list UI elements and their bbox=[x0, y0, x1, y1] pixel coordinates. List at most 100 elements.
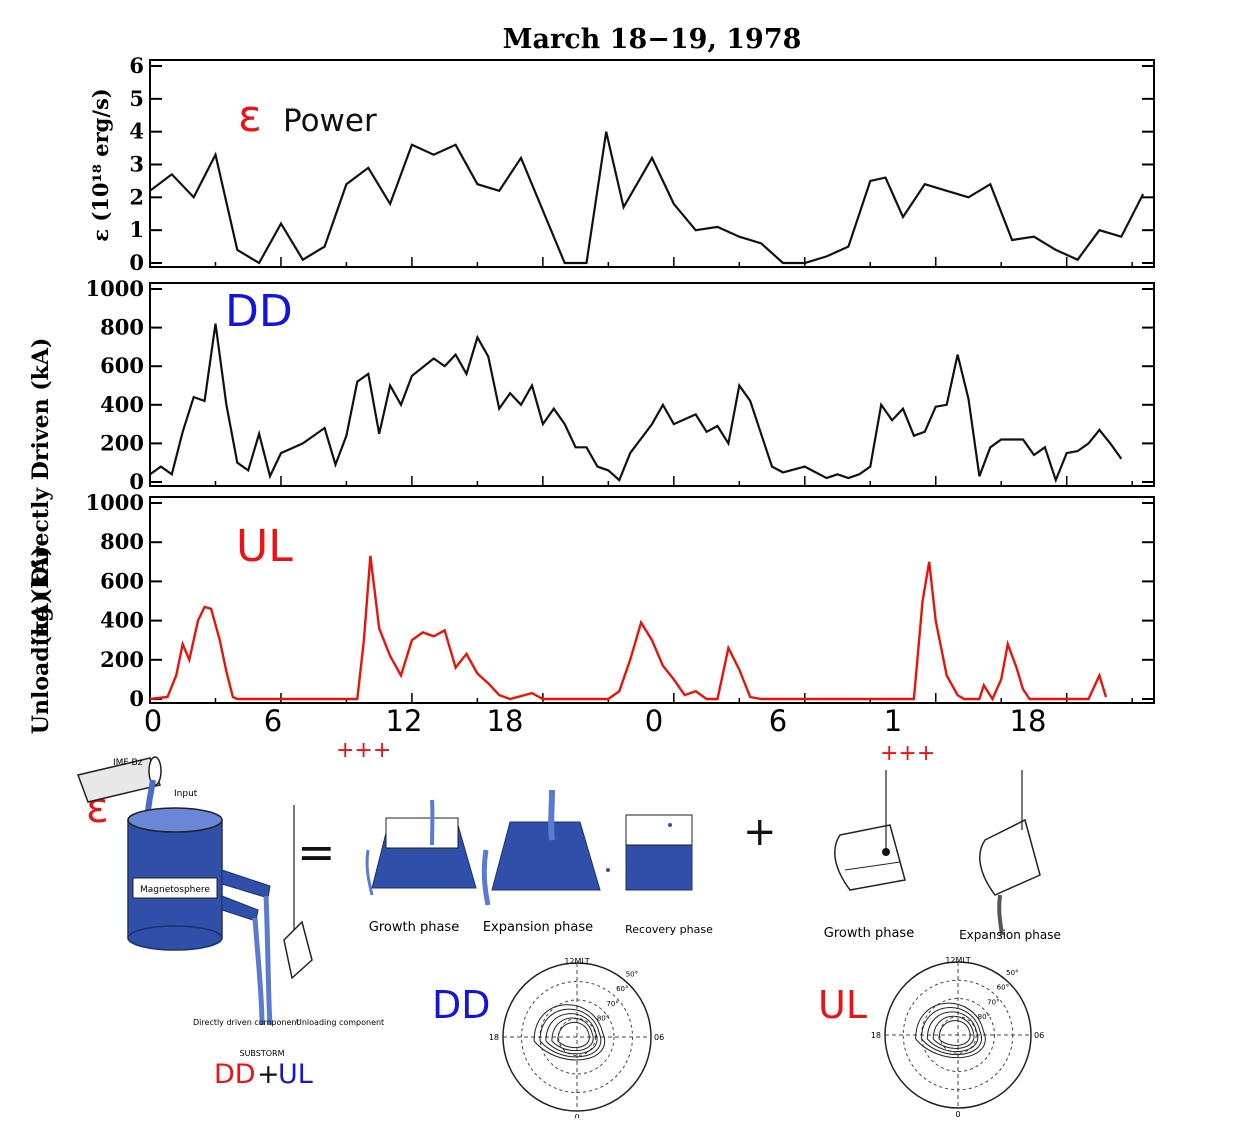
dd-polar-map: 12MLT 18 06 0 50° 60° 70° 80° bbox=[489, 957, 664, 1122]
dd-y-axis-label: (kA) Directly Driven (kA) bbox=[28, 338, 54, 647]
polar-contour bbox=[545, 1013, 598, 1055]
ul-growth-bucket bbox=[834, 770, 906, 891]
ul-expansion-bucket bbox=[979, 770, 1041, 936]
polar-bottom-label: 0 bbox=[574, 1113, 579, 1118]
ul-x-tick-label: 6 bbox=[769, 704, 787, 738]
polar-latitude-label: 70° bbox=[606, 1000, 618, 1008]
polar-contour bbox=[533, 1004, 606, 1061]
directly-driven-component-label: Directly driven component bbox=[193, 1018, 300, 1027]
ul-y-tick-label: 1000 bbox=[86, 490, 144, 515]
ul-series-line bbox=[149, 555, 1108, 702]
polar-contour bbox=[921, 1007, 982, 1056]
polar-latitude-label: 80° bbox=[597, 1015, 609, 1023]
polar-contour bbox=[539, 1008, 602, 1058]
magnetosphere-label: Magnetosphere bbox=[140, 885, 210, 895]
polar-contour bbox=[938, 1020, 971, 1046]
epsilon-y-tick-label: 0 bbox=[129, 250, 144, 275]
polar-latitude-label: 70° bbox=[987, 998, 999, 1006]
ul-y-tick-label: 200 bbox=[100, 647, 144, 672]
polar-bottom-label: 0 bbox=[955, 1110, 960, 1118]
polar-latitude-label: 60° bbox=[616, 985, 628, 993]
polar-top-label: 12MLT bbox=[945, 956, 970, 965]
input-label: Input bbox=[174, 789, 198, 799]
dd-phase-recovery: Recovery phase bbox=[625, 923, 713, 936]
ul-x-tick-label: 18 bbox=[487, 704, 524, 738]
polar-right-label: 06 bbox=[1034, 1031, 1044, 1040]
magnetosphere-tank bbox=[127, 807, 223, 951]
ul-y-axis-label: Unloading (kA) bbox=[28, 546, 54, 734]
dd-phase-buckets bbox=[365, 789, 693, 906]
polar-right-label: 06 bbox=[654, 1033, 664, 1042]
dd-expansion-bucket bbox=[481, 789, 601, 906]
dd-y-tick-label: 1000 bbox=[86, 276, 144, 301]
equals-sign: = bbox=[297, 825, 336, 879]
ul-y-tick-label: 0 bbox=[129, 686, 144, 711]
dd-map-label: DD bbox=[432, 983, 491, 1027]
dd-y-tick-label: 200 bbox=[100, 430, 144, 455]
dd-phase-growth: Growth phase bbox=[369, 920, 459, 935]
ul-x-tick-label: 18 bbox=[1010, 704, 1047, 738]
dd-recovery-bucket bbox=[606, 814, 693, 891]
outlet-pipes bbox=[221, 805, 313, 1026]
ul-phase-buckets bbox=[834, 770, 1041, 936]
epsilon-panel: 0 1 2 3 4 5 6 ε (10¹⁸ erg/s) ε Power bbox=[88, 53, 1155, 275]
ul-panel-label: UL bbox=[236, 521, 293, 572]
ul-x-tick-label: 1 bbox=[884, 704, 902, 738]
ul-x-tick-label: 12 bbox=[386, 704, 423, 738]
ul-x-tick-label: 6 bbox=[264, 704, 282, 738]
polar-left-label: 18 bbox=[489, 1033, 499, 1042]
dd-y-ticks: 0 200 400 600 800 1000 bbox=[86, 276, 1154, 494]
polar-contour bbox=[551, 1017, 594, 1052]
polar-left-label: 18 bbox=[871, 1031, 881, 1040]
dd-series-line bbox=[149, 323, 1123, 484]
ul-polar-map: 12MLT 18 06 0 50° 60° 70° 80° bbox=[871, 956, 1044, 1119]
bottom-plus-label: + bbox=[257, 1059, 280, 1090]
dd-growth-bucket bbox=[365, 799, 477, 896]
imf-bz-label: IMF Bz bbox=[113, 758, 143, 768]
polar-latitude-label: 50° bbox=[1006, 969, 1018, 977]
polar-top-label: 12MLT bbox=[564, 957, 589, 966]
dd-y-tick-label: 800 bbox=[100, 315, 144, 340]
ul-frame bbox=[149, 496, 1155, 704]
ul-y-tick-label: 400 bbox=[100, 608, 144, 633]
polar-contour bbox=[932, 1015, 975, 1049]
epsilon-y-tick-label: 6 bbox=[129, 53, 144, 78]
ul-y-tick-label: 600 bbox=[100, 568, 144, 593]
polar-contour bbox=[915, 1002, 986, 1059]
epsilon-y-tick-label: 1 bbox=[129, 217, 144, 242]
dd-phase-expansion: Expansion phase bbox=[483, 920, 593, 935]
epsilon-frame bbox=[149, 59, 1155, 268]
imf-input-pipe bbox=[77, 756, 162, 831]
plus-marker-right: +++ bbox=[880, 741, 935, 766]
polar-contour bbox=[557, 1021, 590, 1049]
ul-x-tick-label: 0 bbox=[144, 704, 162, 738]
epsilon-y-tick-label: 2 bbox=[129, 184, 144, 209]
epsilon-symbol: ε bbox=[238, 91, 262, 142]
epsilon-y-tick-label: 5 bbox=[129, 86, 144, 111]
dd-panel: 0 200 400 600 800 1000 (kA) Directly Driven (… bbox=[28, 276, 1155, 647]
ul-y-ticks: 0 200 400 600 800 1000 bbox=[86, 490, 1154, 711]
epsilon-series-line bbox=[149, 131, 1145, 265]
plus-sign: + bbox=[743, 809, 777, 855]
bottom-dd-label: DD bbox=[214, 1059, 256, 1090]
ul-map-label: UL bbox=[818, 983, 867, 1027]
magnetosphere-schematic: ε IMF Bz Input Magnetosphere Directly dr… bbox=[77, 756, 384, 1090]
plus-marker-left: +++ bbox=[336, 738, 391, 763]
polar-contour bbox=[926, 1011, 979, 1053]
polar-latitude-label: 50° bbox=[626, 970, 638, 978]
epsilon-y-ticks: 0 1 2 3 4 5 6 bbox=[129, 53, 1154, 275]
bottom-ul-label: UL bbox=[278, 1059, 313, 1090]
dd-frame bbox=[149, 282, 1155, 487]
ul-phase-growth: Growth phase bbox=[824, 926, 914, 941]
epsilon-y-axis-label: ε (10¹⁸ erg/s) bbox=[88, 88, 113, 241]
epsilon-y-tick-label: 3 bbox=[129, 152, 144, 177]
epsilon-y-tick-label: 4 bbox=[129, 119, 144, 144]
ul-panel: 0 200 400 600 800 1000 0 6 12 18 0 6 1 18 Unloading … bbox=[28, 490, 1155, 738]
ul-y-tick-label: 800 bbox=[100, 529, 144, 554]
unloading-component-label: Unloading component bbox=[296, 1018, 384, 1027]
substorm-label: SUBSTORM bbox=[239, 1049, 284, 1058]
ul-x-ticks: 0 6 12 18 0 6 1 18 bbox=[144, 704, 1047, 738]
dd-y-tick-label: 0 bbox=[129, 469, 144, 494]
polar-latitude-label: 60° bbox=[997, 984, 1009, 992]
